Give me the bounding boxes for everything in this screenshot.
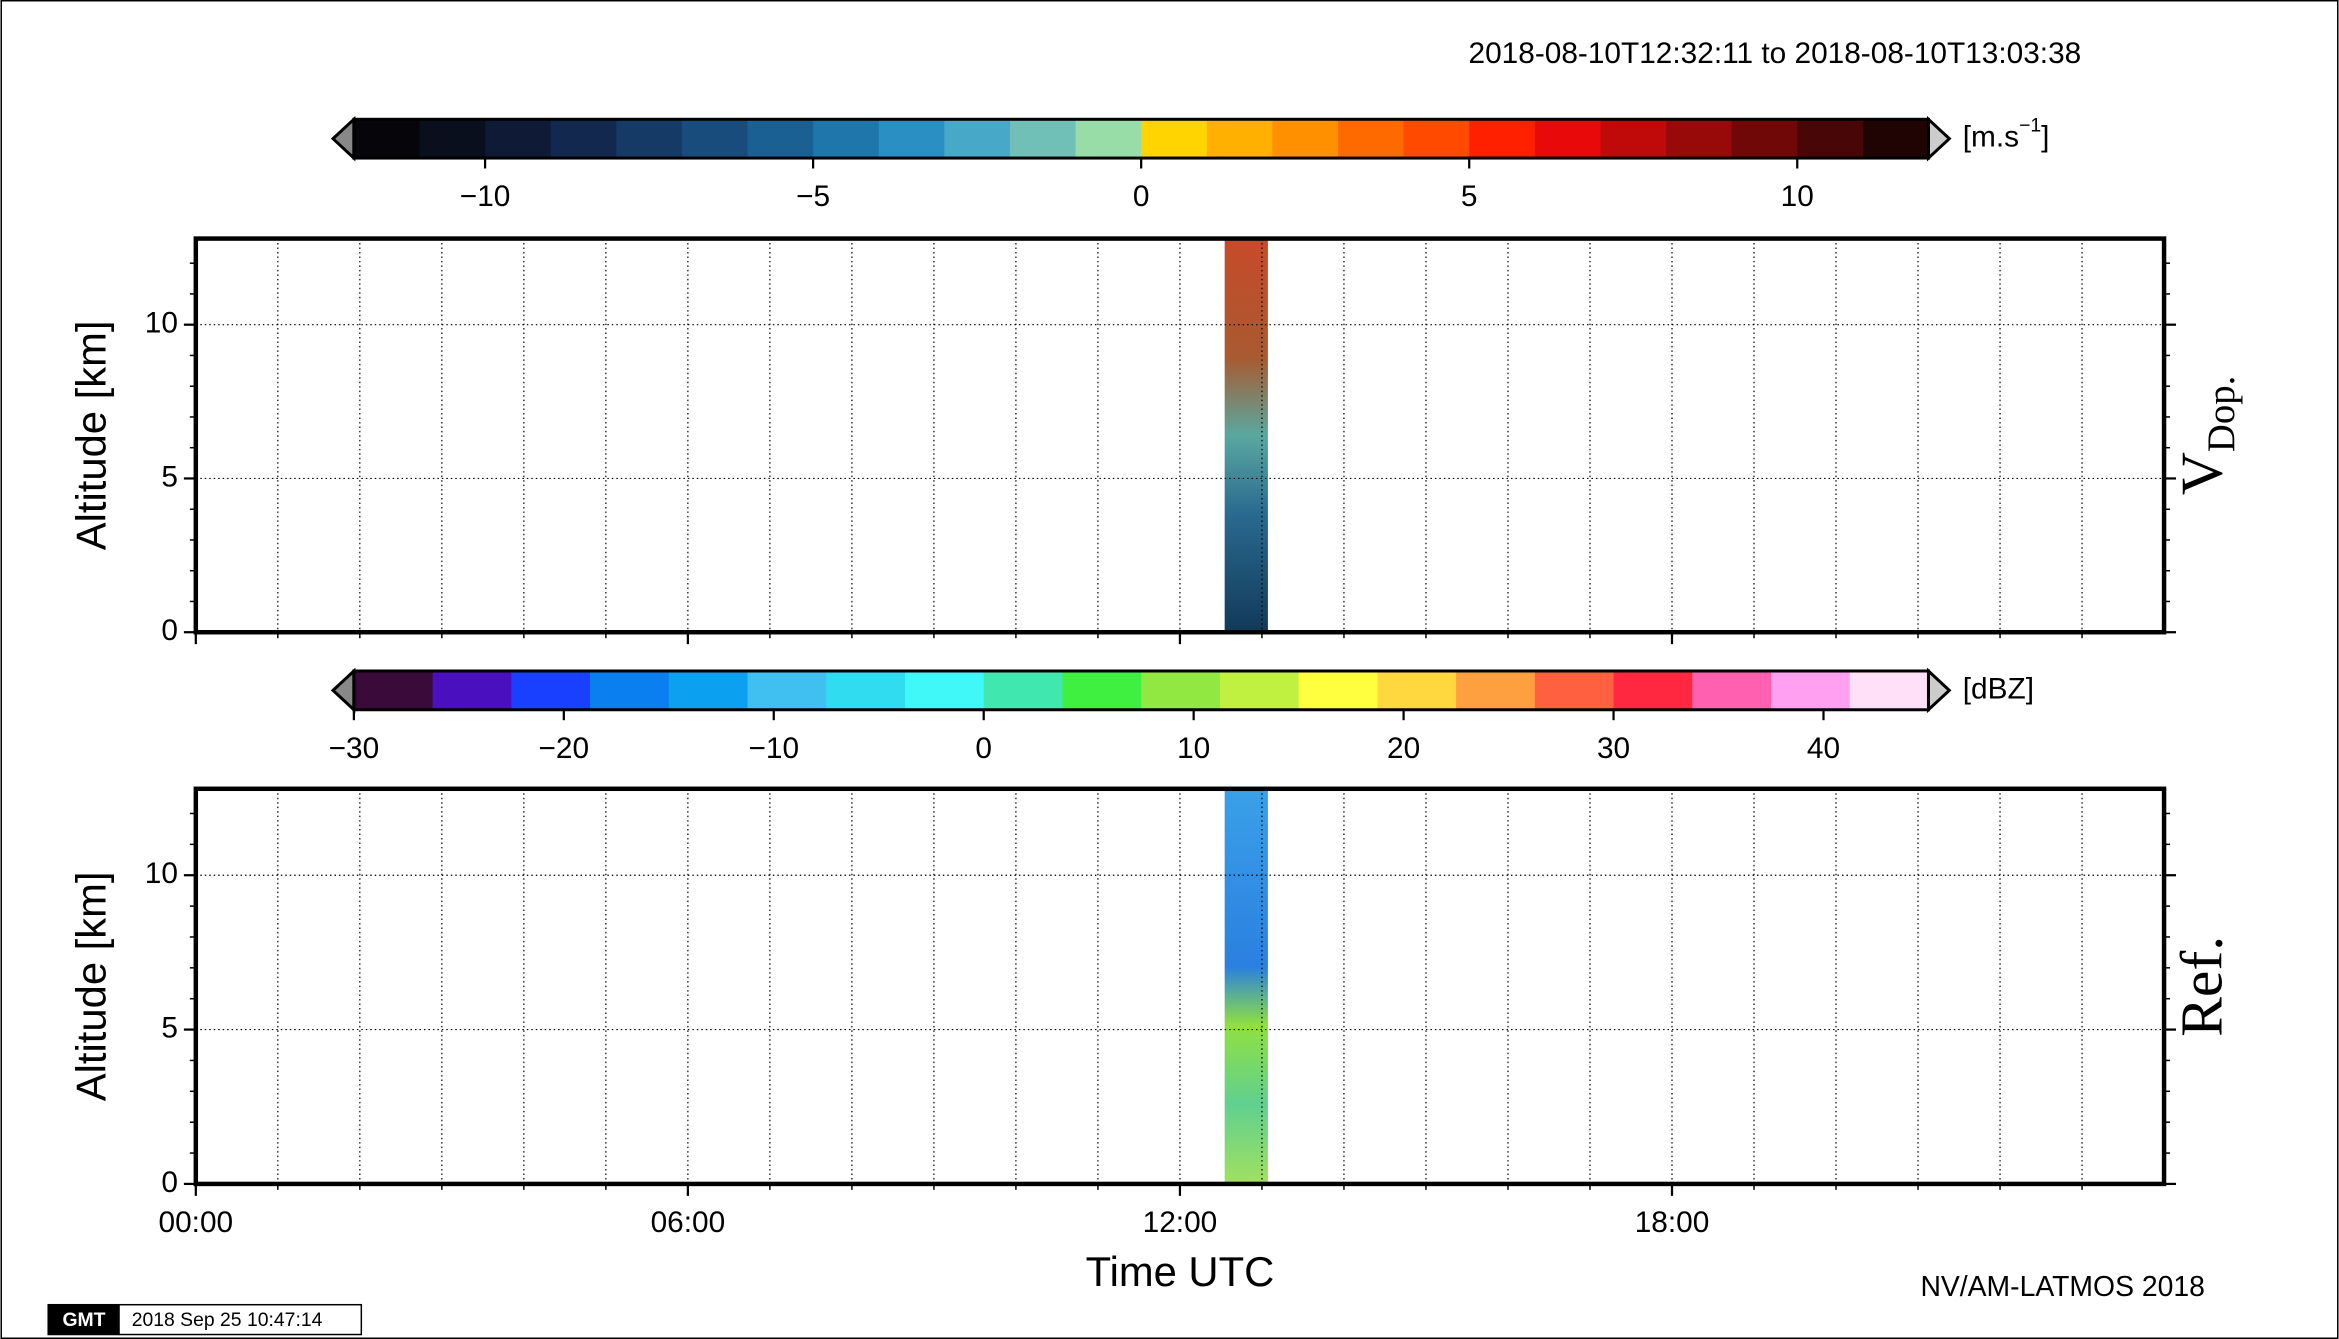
colorbar-label-exp: −1 bbox=[2019, 115, 2041, 137]
colorbar-label-end: ] bbox=[2041, 121, 2049, 154]
colorbar-swatch bbox=[590, 670, 670, 710]
colorbar-swatch bbox=[353, 119, 421, 159]
y-tick-label: 0 bbox=[161, 614, 178, 647]
colorbar-swatch bbox=[878, 119, 946, 159]
colorbar-swatch bbox=[1692, 670, 1772, 710]
colorbar-swatch bbox=[1141, 119, 1208, 159]
x-tick-label: 18:00 bbox=[1635, 1206, 1710, 1239]
x-tick-label: 12:00 bbox=[1143, 1206, 1218, 1239]
y-tick-label: 0 bbox=[161, 1166, 178, 1199]
y-tick-label: 10 bbox=[145, 857, 178, 890]
colorbar-swatch bbox=[826, 670, 906, 710]
colorbar-swatch bbox=[1337, 119, 1405, 159]
data-swath bbox=[1224, 790, 1268, 1183]
colorbar-swatch bbox=[1534, 670, 1615, 710]
colorbar-swatch bbox=[1456, 670, 1536, 710]
colorbar-swatch bbox=[1219, 670, 1300, 710]
colorbar-swatch bbox=[1797, 119, 1864, 159]
colorbar-swatch bbox=[1377, 670, 1457, 710]
colorbar-swatch bbox=[1771, 670, 1851, 710]
panel-label-main: Ref. bbox=[2168, 936, 2234, 1037]
y-axis-label: Altitude [km] bbox=[67, 871, 114, 1101]
x-axis-label: Time UTC bbox=[1086, 1248, 1275, 1295]
data-swath bbox=[1224, 240, 1268, 631]
colorbar-label-text: [m.s bbox=[1963, 121, 2019, 154]
colorbar-swatch bbox=[511, 670, 591, 710]
colorbar-tick-label: −10 bbox=[460, 180, 511, 213]
colorbar-swatch bbox=[1862, 119, 1930, 159]
colorbar-swatch bbox=[1613, 670, 1694, 710]
colorbar-extend bbox=[330, 667, 356, 714]
colorbar-tick-label: −30 bbox=[329, 732, 380, 765]
panel-label: Ref. bbox=[2168, 936, 2234, 1037]
colorbar-extend bbox=[1926, 667, 1952, 714]
colorbar-swatch bbox=[747, 119, 814, 159]
colorbar-swatch bbox=[432, 670, 513, 710]
colorbar-swatch bbox=[485, 119, 552, 159]
colorbar-tick-label: 30 bbox=[1597, 732, 1630, 765]
colorbar-swatch bbox=[813, 119, 880, 159]
colorbar-tick-label: 5 bbox=[1461, 180, 1478, 213]
colorbar-extend bbox=[1926, 115, 1952, 162]
logo-box bbox=[48, 1304, 120, 1335]
y-axis-label: Altitude [km] bbox=[67, 321, 114, 551]
colorbar-swatch bbox=[1298, 670, 1379, 710]
colorbar-tick-label: 0 bbox=[1133, 180, 1150, 213]
colorbar-tick-label: 40 bbox=[1807, 732, 1840, 765]
colorbar-swatch bbox=[668, 670, 749, 710]
colorbar-tick-label: 10 bbox=[1781, 180, 1814, 213]
y-tick-label: 10 bbox=[145, 307, 178, 340]
colorbar-swatch bbox=[1534, 119, 1602, 159]
panel-label: VDop. bbox=[2168, 376, 2243, 495]
y-tick-label: 5 bbox=[161, 460, 178, 493]
colorbar-swatch bbox=[353, 670, 434, 710]
colorbar-tick-label: −20 bbox=[539, 732, 590, 765]
colorbar-tick-label: 0 bbox=[975, 732, 992, 765]
plot-frame bbox=[193, 236, 2167, 635]
colorbar-swatch bbox=[1600, 119, 1667, 159]
x-tick-label: 00:00 bbox=[159, 1206, 234, 1239]
logo: GMT bbox=[62, 1309, 105, 1331]
colorbar-label-text: [dBZ] bbox=[1963, 672, 2034, 705]
colorbar-swatch bbox=[1403, 119, 1470, 159]
plot-frame bbox=[193, 786, 2167, 1187]
colorbar-swatch bbox=[1272, 119, 1339, 159]
colorbar-swatch bbox=[1731, 119, 1798, 159]
colorbar-swatch bbox=[616, 119, 683, 159]
title: 2018-08-10T12:32:11 to 2018-08-10T13:03:… bbox=[1469, 37, 2082, 70]
colorbar-frame bbox=[352, 669, 1930, 712]
colorbar-swatch bbox=[747, 670, 827, 710]
colorbar-label: [dBZ] bbox=[1963, 672, 2034, 705]
colorbar-tick-label: 20 bbox=[1387, 732, 1420, 765]
colorbar-swatch bbox=[681, 119, 749, 159]
colorbar-swatch bbox=[1206, 119, 1274, 159]
colorbar-swatch bbox=[1469, 119, 1536, 159]
colorbar-swatch bbox=[1141, 670, 1221, 710]
colorbar-swatch bbox=[904, 670, 985, 710]
y-tick-label: 5 bbox=[161, 1011, 178, 1044]
colorbar-extend bbox=[330, 115, 356, 162]
colorbar-swatch bbox=[1062, 670, 1142, 710]
x-tick-label: 06:00 bbox=[651, 1206, 726, 1239]
colorbar-swatch bbox=[944, 119, 1011, 159]
colorbar-tick-label: 10 bbox=[1177, 732, 1210, 765]
colorbar-swatch bbox=[983, 670, 1064, 710]
colorbar-label: [m.s−1] bbox=[1963, 115, 2050, 154]
colorbar-tick-label: −5 bbox=[796, 180, 830, 213]
panel-label-sub: Dop. bbox=[2200, 376, 2243, 452]
stamp: 2018 Sep 25 10:47:14 bbox=[132, 1309, 323, 1331]
colorbar-tick-label: −10 bbox=[748, 732, 799, 765]
colorbar-swatch bbox=[419, 119, 486, 159]
colorbar-swatch bbox=[550, 119, 618, 159]
colorbar-swatch bbox=[1009, 119, 1077, 159]
colorbar-swatch bbox=[1849, 670, 1930, 710]
credit: NV/AM-LATMOS 2018 bbox=[1920, 1271, 2204, 1303]
colorbar-swatch bbox=[1666, 119, 1733, 159]
colorbar-swatch bbox=[1075, 119, 1142, 159]
panel-label-main: V bbox=[2168, 452, 2234, 495]
